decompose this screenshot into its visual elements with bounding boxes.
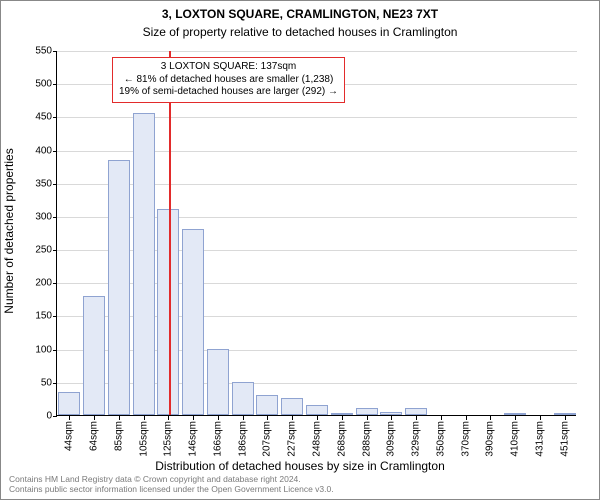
xtick-label: 227sqm	[287, 421, 298, 457]
ytick-mark	[53, 184, 57, 185]
xtick-mark	[416, 416, 417, 420]
chart-title: 3, LOXTON SQUARE, CRAMLINGTON, NE23 7XT	[1, 1, 599, 23]
ytick-mark	[53, 250, 57, 251]
x-axis-label: Distribution of detached houses by size …	[1, 459, 599, 473]
xtick-label: 105sqm	[138, 421, 149, 457]
annotation-line: 19% of semi-detached houses are larger (…	[119, 86, 338, 99]
ytick-label: 200	[35, 278, 52, 289]
histogram-bar	[58, 392, 80, 415]
ytick-mark	[53, 383, 57, 384]
histogram-bar	[281, 398, 303, 415]
ytick-label: 450	[35, 112, 52, 123]
xtick-label: 370sqm	[460, 421, 471, 457]
ytick-label: 500	[35, 79, 52, 90]
xtick-mark	[317, 416, 318, 420]
histogram-bar	[554, 413, 576, 415]
xtick-label: 288sqm	[361, 421, 372, 457]
ytick-label: 100	[35, 344, 52, 355]
gridline	[57, 51, 577, 52]
xtick-mark	[69, 416, 70, 420]
xtick-label: 248sqm	[312, 421, 323, 457]
xtick-label: 146sqm	[188, 421, 199, 457]
chart-container: 3, LOXTON SQUARE, CRAMLINGTON, NE23 7XT …	[0, 0, 600, 500]
xtick-label: 309sqm	[386, 421, 397, 457]
ytick-mark	[53, 350, 57, 351]
ytick-mark	[53, 84, 57, 85]
xtick-label: 350sqm	[435, 421, 446, 457]
property-marker-line	[169, 51, 171, 415]
ytick-label: 250	[35, 245, 52, 256]
ytick-mark	[53, 416, 57, 417]
xtick-mark	[168, 416, 169, 420]
xtick-mark	[565, 416, 566, 420]
xtick-mark	[490, 416, 491, 420]
plot-region: 05010015020025030035040045050055044sqm64…	[56, 51, 576, 416]
ytick-mark	[53, 283, 57, 284]
xtick-label: 390sqm	[485, 421, 496, 457]
ytick-mark	[53, 151, 57, 152]
xtick-mark	[193, 416, 194, 420]
xtick-label: 85sqm	[113, 421, 124, 451]
xtick-label: 166sqm	[212, 421, 223, 457]
xtick-mark	[367, 416, 368, 420]
annotation-line: ← 81% of detached houses are smaller (1,…	[119, 74, 338, 87]
annotation-box: 3 LOXTON SQUARE: 137sqm← 81% of detached…	[112, 57, 345, 103]
xtick-mark	[119, 416, 120, 420]
xtick-label: 186sqm	[237, 421, 248, 457]
xtick-mark	[267, 416, 268, 420]
ytick-label: 350	[35, 178, 52, 189]
xtick-mark	[391, 416, 392, 420]
histogram-bar	[331, 413, 353, 415]
annotation-line: 3 LOXTON SQUARE: 137sqm	[119, 61, 338, 74]
xtick-mark	[292, 416, 293, 420]
footer-line: Contains public sector information licen…	[9, 484, 334, 495]
xtick-mark	[94, 416, 95, 420]
ytick-mark	[53, 51, 57, 52]
ytick-label: 0	[46, 411, 52, 422]
xtick-label: 268sqm	[336, 421, 347, 457]
ytick-label: 50	[41, 377, 52, 388]
xtick-mark	[540, 416, 541, 420]
xtick-mark	[515, 416, 516, 420]
histogram-bar	[356, 408, 378, 415]
xtick-label: 410sqm	[510, 421, 521, 457]
ytick-mark	[53, 217, 57, 218]
chart-plot-area: 05010015020025030035040045050055044sqm64…	[56, 51, 576, 416]
xtick-mark	[466, 416, 467, 420]
histogram-bar	[405, 408, 427, 415]
ytick-label: 550	[35, 46, 52, 57]
ytick-mark	[53, 316, 57, 317]
histogram-bar	[306, 405, 328, 415]
ytick-label: 300	[35, 211, 52, 222]
xtick-label: 431sqm	[534, 421, 545, 457]
histogram-bar	[207, 349, 229, 415]
histogram-bar	[108, 160, 130, 416]
footer-line: Contains HM Land Registry data © Crown c…	[9, 474, 334, 485]
xtick-label: 64sqm	[89, 421, 100, 451]
histogram-bar	[182, 229, 204, 415]
ytick-label: 400	[35, 145, 52, 156]
chart-subtitle: Size of property relative to detached ho…	[1, 23, 599, 39]
histogram-bar	[504, 413, 526, 415]
y-axis-label: Number of detached properties	[2, 148, 16, 313]
xtick-label: 44sqm	[64, 421, 75, 451]
ytick-mark	[53, 117, 57, 118]
histogram-bar	[380, 412, 402, 415]
xtick-label: 125sqm	[163, 421, 174, 457]
histogram-bar	[133, 113, 155, 415]
histogram-bar	[83, 296, 105, 415]
histogram-bar	[232, 382, 254, 415]
ytick-label: 150	[35, 311, 52, 322]
xtick-label: 451sqm	[559, 421, 570, 457]
xtick-label: 207sqm	[262, 421, 273, 457]
xtick-mark	[243, 416, 244, 420]
footer-attribution: Contains HM Land Registry data © Crown c…	[9, 474, 334, 495]
xtick-mark	[342, 416, 343, 420]
xtick-mark	[218, 416, 219, 420]
histogram-bar	[256, 395, 278, 415]
xtick-mark	[441, 416, 442, 420]
xtick-label: 329sqm	[411, 421, 422, 457]
xtick-mark	[144, 416, 145, 420]
